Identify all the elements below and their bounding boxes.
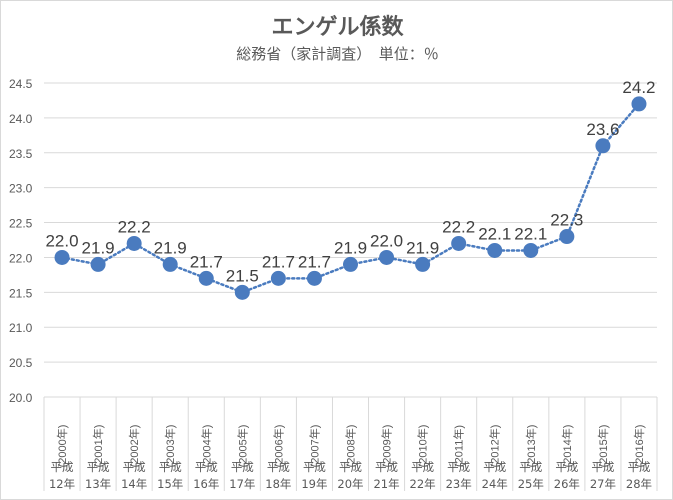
x-tick-era-year: 15年 <box>157 477 183 491</box>
x-tick-year: (2007年) <box>307 425 321 468</box>
data-label: 21.9 <box>406 238 439 257</box>
data-label: 23.6 <box>586 120 619 139</box>
x-tick-year: (2001年) <box>91 425 105 468</box>
data-label: 21.5 <box>226 266 259 285</box>
y-tick-label: 22.5 <box>9 217 33 231</box>
x-tick-year: (2009年) <box>380 425 394 468</box>
x-tick-era-year: 25年 <box>518 477 544 491</box>
data-label: 21.9 <box>334 238 367 257</box>
x-tick-era-year: 13年 <box>85 477 111 491</box>
x-tick-era: 平成 <box>87 460 110 474</box>
data-label: 21.7 <box>190 252 223 271</box>
x-tick-year: (2016年) <box>632 425 646 468</box>
data-label: 24.2 <box>622 78 655 97</box>
data-point <box>234 284 250 300</box>
data-point <box>595 138 611 154</box>
data-point <box>270 270 286 286</box>
x-tick-era-year: 16年 <box>193 477 219 491</box>
y-tick-label: 20.5 <box>9 356 33 370</box>
data-point <box>162 256 178 272</box>
chart-title: エンゲル係数 <box>271 15 404 40</box>
data-point <box>415 256 431 272</box>
x-tick-era: 平成 <box>51 460 74 474</box>
x-tick-era-year: 21年 <box>373 477 399 491</box>
x-tick-era-year: 24年 <box>482 477 508 491</box>
x-tick-era-year: 20年 <box>337 477 363 491</box>
data-point <box>379 249 395 265</box>
data-label: 22.1 <box>478 224 511 243</box>
data-point <box>451 235 467 251</box>
x-tick-era-year: 26年 <box>554 477 580 491</box>
x-tick-year: (2005年) <box>235 425 249 468</box>
x-tick-year: (2015年) <box>596 425 610 468</box>
x-tick-year: (2010年) <box>416 425 430 468</box>
x-tick-era: 平成 <box>483 460 506 474</box>
y-tick-label: 21.0 <box>9 321 33 335</box>
x-tick-era-year: 22年 <box>410 477 436 491</box>
x-tick-era-year: 17年 <box>229 477 255 491</box>
x-tick-era: 平成 <box>123 460 146 474</box>
x-tick-year: (2002年) <box>127 425 141 468</box>
data-point <box>126 235 142 251</box>
y-tick-label: 20.0 <box>9 391 33 405</box>
chart-subtitle: 総務省（家計調査） 単位：％ <box>236 45 439 63</box>
x-tick-era: 平成 <box>303 460 326 474</box>
data-label: 22.2 <box>118 217 151 236</box>
x-tick-era: 平成 <box>159 460 182 474</box>
x-tick-year: (2014年) <box>560 425 574 468</box>
x-tick-year: (2013年) <box>524 425 538 468</box>
data-label: 22.3 <box>550 211 583 230</box>
data-label: 22.0 <box>370 231 403 250</box>
x-tick-era-year: 28年 <box>626 477 652 491</box>
x-tick-era: 平成 <box>267 460 290 474</box>
x-tick-year: (2008年) <box>344 425 358 468</box>
y-tick-label: 24.0 <box>9 112 33 126</box>
data-label: 21.7 <box>262 252 295 271</box>
x-tick-year: (2003年) <box>163 425 177 468</box>
x-tick-era: 平成 <box>555 460 578 474</box>
x-tick-era: 平成 <box>195 460 218 474</box>
x-tick-year: (2011年) <box>452 425 466 467</box>
data-point <box>90 256 106 272</box>
x-tick-era: 平成 <box>591 460 614 474</box>
x-tick-era: 平成 <box>447 460 470 474</box>
data-point <box>523 242 539 258</box>
data-label: 21.9 <box>82 238 115 257</box>
x-tick-era: 平成 <box>519 460 542 474</box>
data-label: 22.2 <box>442 217 475 236</box>
y-tick-label: 23.0 <box>9 182 33 196</box>
y-tick-label: 24.5 <box>9 77 33 91</box>
x-tick-era: 平成 <box>375 460 398 474</box>
x-tick-era: 平成 <box>627 460 650 474</box>
x-tick-era-year: 19年 <box>301 477 327 491</box>
data-label: 21.7 <box>298 252 331 271</box>
y-tick-label: 21.5 <box>9 286 33 300</box>
x-tick-year: (2000年) <box>55 425 69 468</box>
data-point <box>559 229 575 245</box>
y-tick-label: 22.0 <box>9 251 33 265</box>
data-point <box>198 270 214 286</box>
data-point <box>631 96 647 112</box>
x-tick-year: (2004年) <box>199 425 213 468</box>
data-point <box>306 270 322 286</box>
x-tick-year: (2012年) <box>488 425 502 468</box>
x-tick-era-year: 27年 <box>590 477 616 491</box>
data-label: 21.9 <box>154 238 187 257</box>
x-tick-era: 平成 <box>231 460 254 474</box>
x-tick-era: 平成 <box>339 460 362 474</box>
x-tick-year: (2006年) <box>271 425 285 468</box>
data-point <box>343 256 358 272</box>
data-point <box>54 249 70 265</box>
x-tick-era-year: 12年 <box>49 477 75 491</box>
data-label: 22.0 <box>45 231 78 250</box>
x-tick-era-year: 18年 <box>265 477 291 491</box>
x-tick-era: 平成 <box>411 460 434 474</box>
data-label: 22.1 <box>514 224 547 243</box>
data-point <box>487 242 503 258</box>
x-tick-era-year: 23年 <box>446 477 472 491</box>
x-tick-era-year: 14年 <box>121 477 147 491</box>
y-tick-label: 23.5 <box>9 147 33 161</box>
